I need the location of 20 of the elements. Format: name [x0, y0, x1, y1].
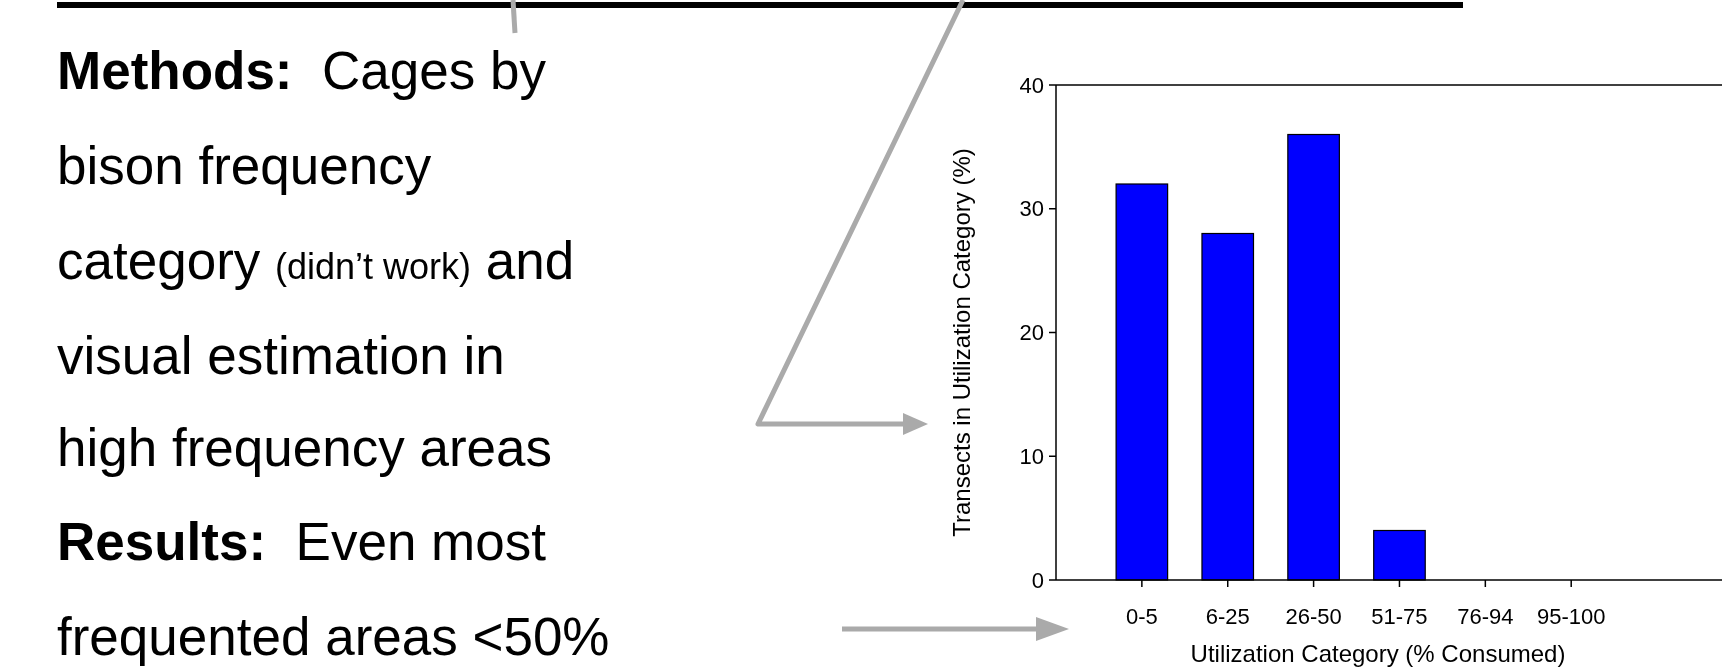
text: frequented areas <50%: [57, 607, 610, 666]
y-tick-label: 40: [1019, 72, 1044, 98]
x-tick-label: 76-94: [1457, 603, 1514, 629]
text: category (didn’t work) and: [57, 231, 575, 290]
text: Results: Even most: [57, 512, 547, 571]
x-tick-label: 51-75: [1371, 603, 1428, 629]
y-axis-title: Transects in Utilization Category (%): [948, 148, 975, 537]
x-tick-label: 95-100: [1536, 603, 1606, 629]
y-tick-label: 20: [1019, 320, 1044, 345]
y-tick-label: 30: [1019, 196, 1044, 222]
text: Methods: Cages by: [57, 41, 547, 100]
x-tick-label: 26-50: [1285, 603, 1342, 629]
text: high frequency areas: [57, 418, 552, 477]
text: visual estimation in: [57, 326, 505, 385]
y-tick-label: 0: [1031, 567, 1044, 593]
text: bison frequency: [57, 136, 432, 195]
x-tick-label: 0-5: [1125, 603, 1158, 629]
x-axis-title: Utilization Category (% Consumed): [1190, 640, 1566, 667]
y-tick-label: 10: [1019, 443, 1044, 469]
x-tick-label: 6-25: [1205, 603, 1250, 629]
